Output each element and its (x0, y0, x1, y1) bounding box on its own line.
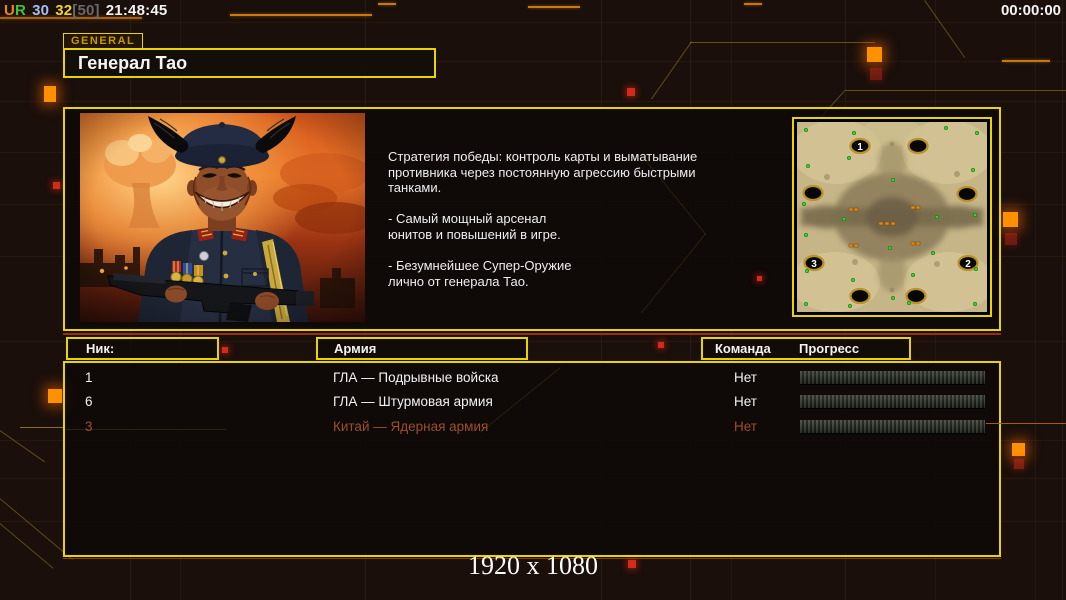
player-nick: 1 (85, 370, 93, 385)
general-tab-label: GENERAL (63, 33, 144, 50)
load-progress-bar (800, 395, 985, 409)
column-header-progress: Прогресс (799, 341, 860, 356)
circuit-line (744, 3, 762, 5)
circuit-line (924, 0, 966, 58)
player-army: ГЛА — Подрывные войска (333, 370, 499, 385)
gentool-status-text: UR 30 32[50] 21:48:45 (4, 2, 167, 19)
red-square (1005, 233, 1017, 245)
player-row: 3 Китай — Ядерная армия Нет (65, 416, 997, 440)
red-square (658, 342, 664, 348)
glow-square (48, 389, 62, 403)
column-header-team: Команда (715, 341, 771, 356)
player-team: Нет (734, 394, 757, 409)
glow-square (1003, 212, 1018, 227)
status-segment: U (4, 2, 16, 19)
circuit-line (0, 61, 1066, 62)
circuit-line (0, 341, 1066, 342)
status-segment: R (15, 2, 27, 19)
column-header-army: Армия (316, 337, 528, 360)
circuit-line (1062, 0, 1063, 600)
circuit-line (846, 90, 1066, 91)
tree-dots (801, 125, 980, 309)
map-preview: 1 2 3 (790, 117, 994, 317)
glow-square (867, 47, 882, 62)
red-square (628, 560, 636, 568)
status-segment: [50] (72, 2, 100, 19)
marker-1: 1 (857, 142, 863, 153)
circuit-line (1002, 60, 1050, 62)
circuit-line (1035, 0, 1036, 600)
status-clock: 21:48:45 (105, 2, 168, 19)
marker-3: 3 (811, 259, 817, 270)
general-description: Стратегия победы: контроль карты и вымат… (388, 149, 698, 289)
panel-divider (63, 333, 1001, 335)
red-square (1014, 459, 1024, 469)
player-nick: 6 (85, 394, 93, 409)
supply-piles (848, 205, 921, 248)
player-army: Китай — Ядерная армия (333, 419, 489, 434)
player-army: ГЛА — Штурмовая армия (333, 394, 493, 409)
glow-square (1012, 443, 1025, 456)
circuit-line (0, 17, 142, 19)
red-square (870, 68, 882, 80)
player-row: 1 ГЛА — Подрывные войска Нет (65, 367, 997, 391)
general-portrait (80, 113, 365, 322)
start-position-markers: 1 2 3 (803, 137, 979, 272)
circuit-line (690, 42, 875, 43)
match-timer: 00:00:00 (1000, 2, 1061, 19)
status-segment: 30 (32, 2, 50, 19)
page-title: Генерал Тао (63, 48, 436, 78)
player-nick: 3 (85, 419, 93, 434)
circuit-line (378, 3, 396, 5)
red-square (222, 347, 228, 353)
circuit-line (20, 427, 65, 428)
column-header-team-progress: Команда Прогресс (701, 337, 911, 360)
circuit-line (651, 41, 692, 100)
circuit-line (528, 6, 580, 8)
glow-square (44, 86, 56, 102)
panel-divider (63, 558, 1001, 559)
column-header-nick: Ник: (66, 337, 219, 360)
player-row: 6 ГЛА — Штурмовая армия Нет (65, 391, 997, 415)
player-team: Нет (734, 370, 757, 385)
minimap-image: 1 2 3 (790, 118, 994, 312)
player-team: Нет (734, 419, 757, 434)
circuit-line (0, 22, 1066, 23)
marker-2: 2 (965, 259, 971, 270)
resolution-label: 1920 x 1080 (468, 551, 598, 580)
players-panel: 1 ГЛА — Подрывные войска Нет 6 ГЛА — Шту… (63, 361, 1001, 557)
load-progress-bar (800, 371, 985, 385)
circuit-line (230, 14, 372, 16)
load-progress-bar (800, 420, 985, 434)
oil-derricks (802, 137, 978, 305)
red-square (627, 88, 635, 96)
red-square (53, 182, 60, 189)
circuit-line (0, 430, 46, 463)
circuit-line (0, 101, 1066, 102)
status-segment: 32 (55, 2, 73, 19)
